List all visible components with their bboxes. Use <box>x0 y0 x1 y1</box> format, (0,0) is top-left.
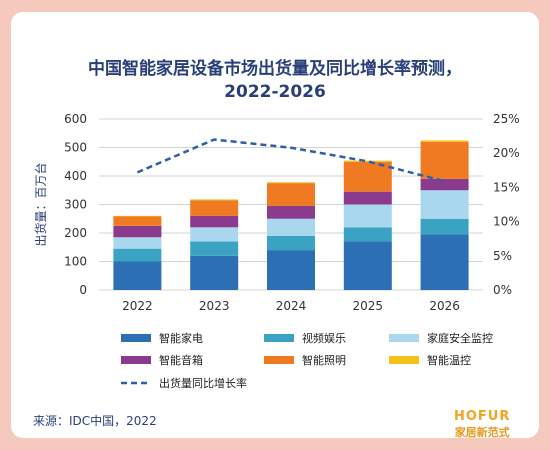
bar-segment <box>343 161 392 192</box>
bar-segment <box>267 205 315 219</box>
bar-segment <box>267 183 315 206</box>
bar-segment <box>420 140 469 142</box>
bar-segment <box>190 255 239 290</box>
y2-tick-label: 20% <box>493 146 520 160</box>
bar-segment <box>343 160 392 162</box>
y-tick-label: 400 <box>64 169 87 183</box>
legend-label: 智能家电 <box>159 331 203 345</box>
x-tick-label: 2026 <box>429 299 460 313</box>
y2-tick-label: 15% <box>493 180 520 194</box>
bar-segment <box>190 200 239 216</box>
bar-segment <box>267 235 315 251</box>
bar-segment <box>190 199 239 201</box>
legend-label: 视频娱乐 <box>302 331 346 345</box>
source-note: 来源：IDC中国，2022 <box>33 414 157 428</box>
bar-segment <box>113 225 162 238</box>
bar-segment <box>113 215 162 217</box>
bar-segment <box>113 248 162 262</box>
brand-logo: HOFUR 家居新范式 <box>454 409 510 440</box>
y2-tick-label: 10% <box>493 215 520 229</box>
bar-segment <box>267 250 315 290</box>
legend-label: 出货量同比增长率 <box>159 376 247 390</box>
y2-tick-label: 25% <box>493 112 520 126</box>
bar-segment <box>113 261 162 290</box>
chart-card: 中国智能家居设备市场出货量及同比增长率预测， 2022-2026 0 100 200… <box>11 12 539 440</box>
legend-swatch <box>264 334 294 342</box>
y-tick-label: 100 <box>64 255 87 269</box>
bar-segment <box>113 216 162 226</box>
x-tick-label: 2024 <box>276 299 307 313</box>
stacked-bar-chart: 0 100 200 300 400 500 600 0% 5% 10% 15% 20% 25% 出货量：百… <box>33 112 520 390</box>
growth-rate-line <box>136 138 445 183</box>
bar-segment <box>190 227 239 242</box>
legend-swatch <box>389 356 419 364</box>
y-tick-label: 200 <box>64 226 87 240</box>
brand-tagline: 家居新范式 <box>454 426 510 439</box>
legend-label: 智能照明 <box>302 353 346 367</box>
bar-segment <box>420 234 469 290</box>
brand-name: HOFUR <box>454 409 511 424</box>
legend-label: 家庭安全监控 <box>427 331 493 345</box>
chart-title-years: 2022-2026 <box>224 82 326 102</box>
bar-segment <box>267 218 315 236</box>
bar-segment <box>420 190 469 219</box>
y-tick-label: 300 <box>64 198 87 212</box>
legend-swatch <box>264 356 294 364</box>
bar-segment <box>420 141 469 179</box>
bar-segment <box>267 182 315 184</box>
legend-swatch <box>389 334 419 342</box>
y-tick-label: 0 <box>79 283 87 297</box>
y2-tick-label: 0% <box>493 283 512 297</box>
legend-swatch <box>121 356 151 364</box>
x-tick-label: 2023 <box>199 299 230 313</box>
bar-segment <box>190 215 239 228</box>
y-tick-label: 600 <box>64 112 87 126</box>
y-axis-title: 出货量：百万台 <box>33 162 48 246</box>
bar-segment <box>343 241 392 290</box>
legend-swatch <box>121 334 151 342</box>
x-tick-label: 2022 <box>122 299 153 313</box>
bar-segment <box>113 237 162 249</box>
bar-segment <box>343 227 392 242</box>
y2-tick-label: 5% <box>493 249 512 263</box>
bar-segment <box>343 204 392 228</box>
legend-label: 智能音箱 <box>159 353 203 367</box>
y-tick-label: 500 <box>64 141 87 155</box>
x-tick-label: 2025 <box>353 299 384 313</box>
bar-segment <box>190 241 239 256</box>
bar-segment <box>343 191 392 205</box>
bar-segment <box>420 178 469 191</box>
bar-segment <box>420 218 469 235</box>
chart-title: 中国智能家居设备市场出货量及同比增长率预测， <box>88 59 462 79</box>
legend-label: 智能温控 <box>427 353 471 367</box>
